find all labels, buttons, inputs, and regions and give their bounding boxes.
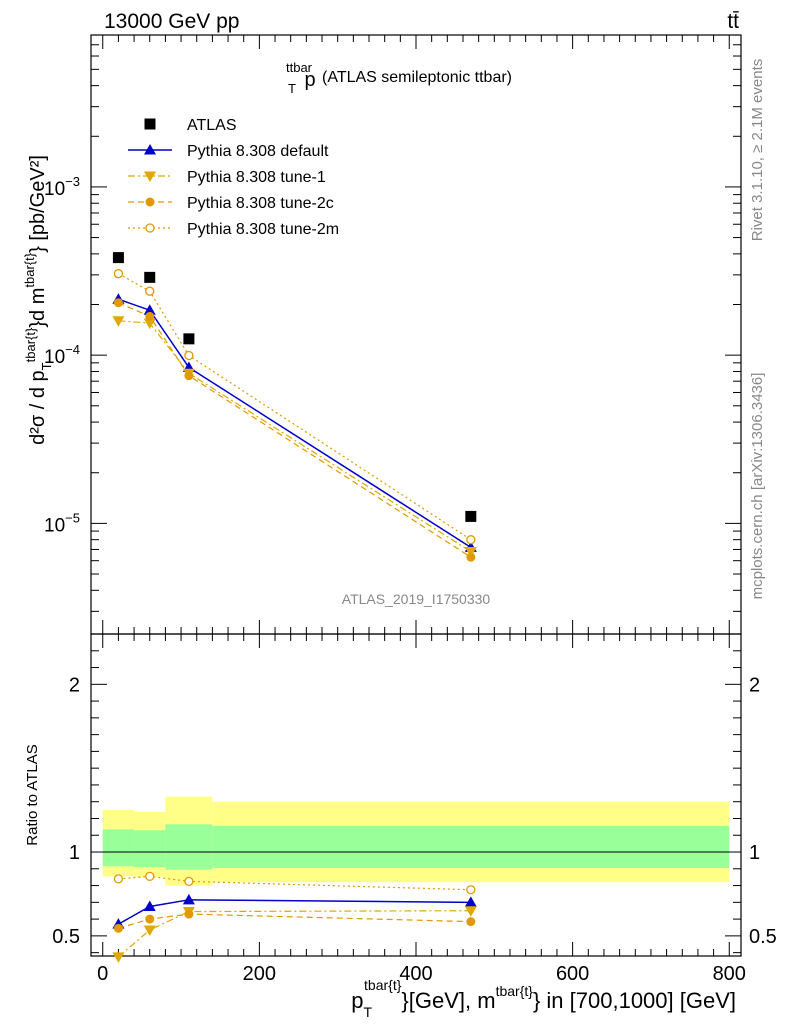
main-point-atlas xyxy=(144,271,156,283)
main-y-tick-label: 10−4 xyxy=(44,342,80,368)
main-point-pythia-8-308-tune-2c xyxy=(184,371,194,381)
main-y-label: d²σ / d pTtbar{t}}d mtbar{t}} [pb/GeV²] xyxy=(22,155,54,445)
main-point-pythia-8-308-tune-2m xyxy=(466,535,476,545)
ratio-y-tick-label-right: 2 xyxy=(749,674,760,696)
legend-label-atlas: ATLAS xyxy=(187,117,237,134)
main-line-pythia-8-308-tune-1 xyxy=(118,320,472,553)
x-axis-label: pTtbar{t}}[GeV], mtbar{t}} in [700,1000]… xyxy=(351,977,736,1020)
ratio-point-pythia-8-308-default xyxy=(464,896,477,907)
ratio-point-pythia-8-308-tune-2m xyxy=(184,876,194,887)
green-band-2 xyxy=(165,824,213,870)
main-point-atlas xyxy=(112,252,124,264)
ratio-uncertainty-bands xyxy=(102,796,730,886)
main-y-tick-label: 10−5 xyxy=(44,510,80,536)
legend-marker-pythia-8-308-tune-1 xyxy=(144,171,156,182)
energy-label: 13000 GeV pp xyxy=(104,10,239,33)
x-tick-label: 0 xyxy=(97,963,108,985)
axis-ticks: 0 200 400 600 800 10−3 10−4 10−5 0.5 0.5 1 1 2 2 xyxy=(44,34,777,985)
x-tick-label: 200 xyxy=(243,963,276,985)
mcplots-label: mcplots.cern.ch [arXiv:1306.3436] xyxy=(749,373,766,600)
ratio-point-pythia-8-308-tune-2c xyxy=(466,917,476,927)
main-title-sup: ttbar xyxy=(286,60,313,75)
x-tick-label: 600 xyxy=(556,963,589,985)
ratio-point-pythia-8-308-tune-2c xyxy=(184,909,194,919)
ratio-point-pythia-8-308-tune-2m xyxy=(145,871,155,881)
main-point-pythia-8-308-tune-1 xyxy=(112,316,125,327)
main-title-p: p xyxy=(304,69,315,91)
main-title-rest: (ATLAS semileptonic ttbar) xyxy=(322,69,512,86)
ratio-y-tick-label-right: 1 xyxy=(749,842,760,864)
legend-marker-pythia-8-308-tune-2m xyxy=(145,223,155,233)
main-point-pythia-8-308-default xyxy=(143,304,156,315)
main-y-tick-label: 10−3 xyxy=(44,174,80,200)
ratio-y-tick-label: 1 xyxy=(69,842,80,864)
main-point-pythia-8-308-tune-1 xyxy=(143,318,156,330)
ratio-point-pythia-8-308-tune-1 xyxy=(464,906,477,917)
legend: ATLAS Pythia 8.308 default Pythia 8.308 tu… xyxy=(128,117,339,238)
analysis-watermark: ATLAS_2019_I1750330 xyxy=(342,591,491,607)
legend-label-pythia-8-308-default: Pythia 8.308 default xyxy=(187,143,329,160)
legend-label-pythia-8-308-tune-1: Pythia 8.308 tune-1 xyxy=(187,169,326,186)
process-label: tt̄ xyxy=(727,10,739,33)
legend-marker-pythia-8-308-default xyxy=(144,144,156,155)
legend-marker-pythia-8-308-tune-2c xyxy=(145,197,155,207)
ratio-y-tick-label-right: 0.5 xyxy=(749,926,777,948)
ratio-y-tick-label: 2 xyxy=(69,674,80,696)
x-tick-label: 400 xyxy=(399,963,432,985)
ratio-point-pythia-8-308-tune-1 xyxy=(112,952,125,963)
ratio-point-pythia-8-308-tune-2m xyxy=(466,885,476,895)
main-title-sub: T xyxy=(288,81,296,96)
main-line-pythia-8-308-tune-2m xyxy=(118,273,472,541)
ratio-point-pythia-8-308-tune-2c xyxy=(113,923,123,933)
ratio-point-pythia-8-308-default xyxy=(143,900,156,912)
series-layer xyxy=(112,252,477,963)
rivet-label: Rivet 3.1.10, ≥ 2.1M events xyxy=(749,59,766,242)
main-point-pythia-8-308-tune-2m xyxy=(145,286,155,296)
green-band-1 xyxy=(134,830,166,868)
main-point-atlas xyxy=(465,510,477,522)
green-band-3 xyxy=(212,826,730,868)
main-line-pythia-8-308-default xyxy=(118,298,472,549)
ratio-line-pythia-8-308-tune-2m xyxy=(118,875,471,891)
main-point-atlas xyxy=(183,333,195,345)
ratio-line-pythia-8-308-tune-1 xyxy=(118,910,471,958)
main-point-pythia-8-308-tune-2m xyxy=(113,269,124,279)
ratio-line-pythia-8-308-tune-2c xyxy=(118,913,471,929)
ratio-point-pythia-8-308-default xyxy=(182,893,195,905)
x-tick-label: 800 xyxy=(713,963,746,985)
legend-label-pythia-8-308-tune-2c: Pythia 8.308 tune-2c xyxy=(187,195,334,212)
green-band-0 xyxy=(102,829,135,867)
main-point-pythia-8-308-tune-2c xyxy=(466,552,476,562)
ratio-y-tick-label: 0.5 xyxy=(52,926,80,948)
ratio-point-pythia-8-308-tune-2c xyxy=(145,914,155,924)
main-point-pythia-8-308-tune-2m xyxy=(184,350,194,361)
main-title: p xyxy=(304,69,315,91)
legend-label-pythia-8-308-tune-2m: Pythia 8.308 tune-2m xyxy=(187,221,339,238)
legend-marker-atlas xyxy=(144,118,156,130)
main-point-pythia-8-308-tune-2c xyxy=(145,311,155,321)
ratio-point-pythia-8-308-tune-1 xyxy=(143,925,156,937)
main-line-pythia-8-308-tune-2c xyxy=(118,302,472,558)
ratio-point-pythia-8-308-tune-2m xyxy=(113,874,124,884)
ratio-y-label: Ratio to ATLAS xyxy=(24,744,41,845)
main-point-pythia-8-308-tune-2c xyxy=(113,298,123,308)
main-point-pythia-8-308-tune-1 xyxy=(464,547,477,558)
ratio-line-pythia-8-308-default xyxy=(118,899,471,925)
